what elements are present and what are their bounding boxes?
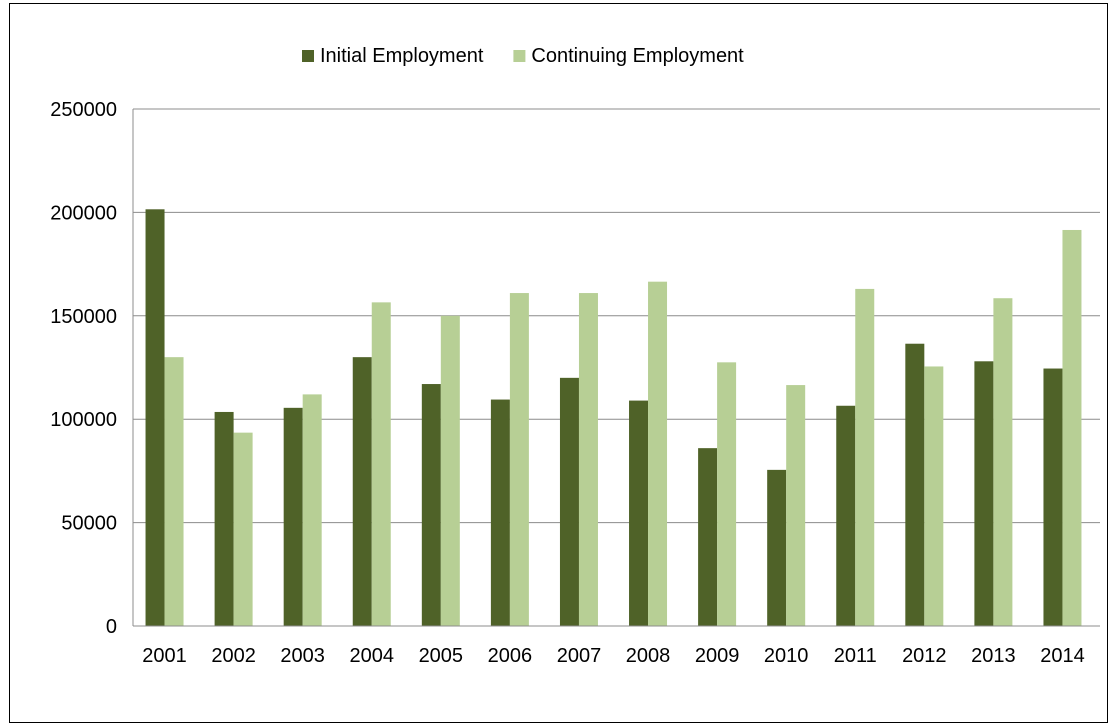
bar-initial-employment-2010 <box>767 469 787 626</box>
bar-continuing-employment-2003 <box>302 394 322 626</box>
bar-continuing-employment-2002 <box>233 432 253 626</box>
x-tick-label: 2008 <box>626 645 671 667</box>
bar-continuing-employment-2006 <box>509 293 529 626</box>
bar-initial-employment-2013 <box>974 361 994 626</box>
x-tick-label: 2005 <box>419 645 464 667</box>
bar-continuing-employment-2007 <box>578 293 598 626</box>
bar-initial-employment-2002 <box>214 411 234 626</box>
x-tick-label: 2006 <box>488 645 533 667</box>
y-tick-label: 200000 <box>50 202 117 224</box>
bar-initial-employment-2008 <box>629 400 649 626</box>
bar-continuing-employment-2009 <box>717 362 737 626</box>
bar-initial-employment-2012 <box>905 343 925 626</box>
bar-continuing-employment-2001 <box>164 357 184 626</box>
bar-continuing-employment-2005 <box>440 315 460 626</box>
legend-swatch-initial-employment <box>302 50 314 62</box>
bar-initial-employment-2011 <box>836 405 856 626</box>
gridlines <box>133 108 1100 524</box>
y-tick-label: 250000 <box>50 99 117 121</box>
x-axis-ticks: 2001 2002 2003 2004 2005 2006 2007 2008 2009 2010… <box>142 645 1084 667</box>
legend-swatch-continuing-employment <box>513 50 526 62</box>
x-tick-label: 2010 <box>764 645 809 667</box>
bar-initial-employment-2001 <box>145 209 165 626</box>
x-tick-label: 2001 <box>142 645 187 667</box>
bar-initial-employment-2004 <box>352 357 372 626</box>
bar-continuing-employment-2004 <box>371 302 391 626</box>
legend: Initial Employment Continuing Employment <box>302 45 744 67</box>
bar-continuing-employment-2011 <box>855 288 875 626</box>
bar-initial-employment-2007 <box>559 377 579 626</box>
y-tick-label: 0 <box>106 616 117 638</box>
bar-initial-employment-2003 <box>283 407 303 626</box>
y-tick-label: 150000 <box>50 306 117 328</box>
x-tick-label: 2009 <box>695 645 740 667</box>
bar-continuing-employment-2013 <box>993 298 1013 626</box>
x-tick-label: 2007 <box>557 645 602 667</box>
bar-initial-employment-2006 <box>490 399 510 626</box>
x-tick-label: 2011 <box>834 645 877 667</box>
x-tick-label: 2002 <box>211 645 256 667</box>
bar-continuing-employment-2010 <box>786 385 806 626</box>
bar-initial-employment-2009 <box>698 448 718 626</box>
bar-continuing-employment-2012 <box>924 366 944 626</box>
legend-label-initial-employment: Initial Employment <box>320 45 484 67</box>
axes <box>132 109 1100 627</box>
x-tick-label: 2014 <box>1040 645 1085 667</box>
x-tick-label: 2012 <box>902 645 947 667</box>
bars <box>145 209 1082 626</box>
bar-continuing-employment-2008 <box>648 281 668 626</box>
y-tick-label: 100000 <box>50 409 117 431</box>
x-tick-label: 2004 <box>350 645 395 667</box>
bar-continuing-employment-2014 <box>1062 229 1082 626</box>
x-tick-label: 2003 <box>280 645 325 667</box>
y-axis-ticks: 0 50000 100000 150000 200000 250000 <box>50 99 117 638</box>
x-tick-label: 2013 <box>971 645 1016 667</box>
chart-frame: 0 50000 100000 150000 200000 250000 2001 2002 2… <box>9 3 1108 723</box>
legend-label-continuing-employment: Continuing Employment <box>531 45 744 67</box>
bar-initial-employment-2014 <box>1043 368 1063 626</box>
bar-initial-employment-2005 <box>421 384 441 626</box>
y-tick-label: 50000 <box>61 513 117 535</box>
